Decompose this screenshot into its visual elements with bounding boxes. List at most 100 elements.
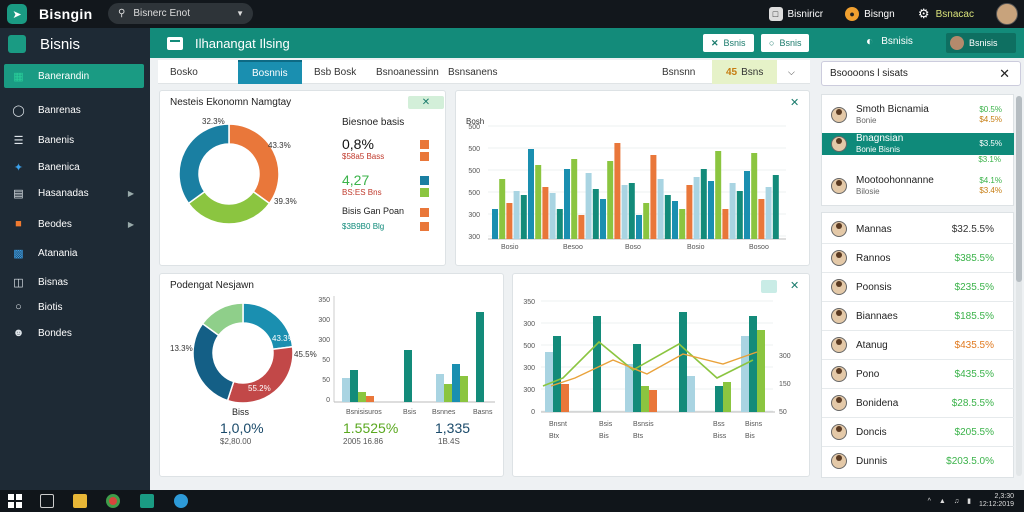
chevron-right-icon[interactable]: ▶ — [127, 188, 134, 198]
scrollbar[interactable] — [1016, 96, 1022, 476]
battery-icon[interactable]: ▮ — [967, 498, 971, 505]
list-item[interactable]: Pono $435.5% — [822, 360, 1014, 388]
chart-bar[interactable] — [650, 155, 657, 239]
series-line[interactable] — [550, 351, 758, 387]
save-button[interactable]: ✕ Bsnis — [703, 34, 754, 52]
sidebar-item-people[interactable]: ☻ Bondes — [4, 321, 144, 345]
sidebar-item-dashboard[interactable]: ▦ Banerandin — [4, 64, 144, 88]
chart-bar[interactable] — [492, 209, 498, 239]
close-icon[interactable]: ✕ — [790, 280, 800, 292]
list-item[interactable]: Rannos $385.5% — [822, 244, 1014, 272]
chevron-down-icon[interactable]: ▼ — [236, 9, 244, 18]
chart-bar[interactable] — [528, 149, 534, 239]
tab-third[interactable]: Bsb Bosk — [314, 66, 357, 78]
chart-bar[interactable] — [625, 364, 633, 412]
sidebar-item-documents[interactable]: ▤ Hasanadas ▶ — [4, 181, 144, 205]
chart-bar[interactable] — [679, 312, 687, 412]
chart-bar[interactable] — [657, 179, 664, 239]
topbar-item-user[interactable]: ● Bisngn — [845, 7, 895, 21]
chart-bar[interactable] — [672, 201, 678, 239]
chart-bar[interactable] — [545, 352, 553, 412]
task-view-icon[interactable] — [40, 494, 54, 508]
chart-bar[interactable] — [513, 191, 520, 239]
pie-slice[interactable] — [187, 190, 271, 225]
chart-bar[interactable] — [476, 312, 484, 402]
chart-bar[interactable] — [723, 382, 731, 412]
folder-icon[interactable] — [73, 494, 87, 508]
sidebar-item-box[interactable]: ■ Beodes ▶ — [4, 212, 144, 236]
chart-bar[interactable] — [549, 193, 556, 239]
view-button[interactable]: ○ Bsnis — [761, 34, 810, 52]
list-item[interactable]: Smoth Bicnamia Bonie $0.5% $4.5% — [822, 99, 1014, 131]
chevron-down-icon[interactable]: ⌵ — [788, 66, 795, 77]
chart-bar[interactable] — [722, 209, 729, 239]
series-line[interactable] — [542, 340, 754, 387]
chart-bar[interactable] — [593, 316, 601, 412]
tab-fifth[interactable]: Bsnsanens — [448, 66, 498, 78]
chart-bar[interactable] — [436, 374, 444, 402]
avatar[interactable] — [996, 3, 1018, 25]
chart-bar[interactable] — [715, 386, 723, 412]
topbar-item-settings[interactable]: ⚙ Bsnacac — [917, 6, 974, 21]
list-item[interactable]: Atanug $435.5% — [822, 331, 1014, 359]
chart-bar[interactable] — [758, 199, 765, 239]
chart-bar[interactable] — [757, 330, 765, 412]
search-input[interactable]: ⚲ Bisnerc Enot ▼ — [108, 3, 253, 24]
list-item[interactable]: Dunnis $203.5.0% — [822, 447, 1014, 475]
chart-bar[interactable] — [607, 161, 614, 239]
user-menu[interactable]: Bsnisis — [946, 33, 1016, 53]
pie-slice[interactable] — [201, 302, 244, 337]
chart-bar[interactable] — [592, 189, 599, 239]
chart-bar[interactable] — [404, 350, 412, 402]
chart-bar[interactable] — [729, 183, 736, 239]
chart-bar[interactable] — [744, 171, 750, 239]
sidebar-item-chat[interactable]: ○ Biotis — [4, 295, 144, 319]
chart-bar[interactable] — [614, 143, 621, 239]
chart-bar[interactable] — [553, 336, 561, 412]
chart-bar[interactable] — [643, 203, 650, 239]
app-icon[interactable] — [174, 494, 188, 508]
list-item[interactable]: Poonsis $235.5% — [822, 273, 1014, 301]
chart-bar[interactable] — [564, 169, 570, 239]
sidebar-item-grid[interactable]: ▩ Atanania — [4, 241, 144, 265]
chart-bar[interactable] — [664, 195, 671, 239]
sidebar-item-layout[interactable]: ◫ Bisnas — [4, 270, 144, 294]
chart-bar[interactable] — [561, 384, 569, 412]
tab-fourth[interactable]: Bsnoanessinn — [376, 66, 439, 78]
clock[interactable]: 2,3:30 12:12:2019 — [979, 493, 1014, 509]
chart-bar[interactable] — [542, 187, 549, 239]
sidebar-item-list[interactable]: ☰ Banenis — [4, 128, 144, 152]
browser-icon[interactable] — [106, 494, 120, 508]
chart-bar[interactable] — [749, 316, 757, 412]
list-item[interactable]: Biannaes $185.5% — [822, 302, 1014, 330]
volume-icon[interactable]: ♫ — [953, 497, 960, 505]
chart-bar[interactable] — [366, 396, 374, 402]
chevron-right-icon[interactable]: ▶ — [127, 219, 134, 229]
network-icon[interactable]: ▲ — [938, 497, 946, 505]
chart-bar[interactable] — [649, 390, 657, 412]
chart-bar[interactable] — [741, 336, 749, 412]
chart-bar[interactable] — [571, 159, 578, 239]
chart-bar[interactable] — [686, 185, 693, 239]
chart-bar[interactable] — [751, 153, 758, 239]
chart-bar[interactable] — [700, 169, 707, 239]
close-icon[interactable]: ✕ — [999, 65, 1010, 81]
people-search-input[interactable]: Bsoooons l sisats ✕ — [821, 61, 1021, 86]
list-item[interactable]: Bonidena $28.5.5% — [822, 389, 1014, 417]
chart-bar[interactable] — [600, 199, 606, 239]
tab-sixth[interactable]: Bsnsnn — [662, 66, 696, 78]
list-item[interactable]: Mannas $32.5.5% — [822, 215, 1014, 243]
list-item[interactable]: Doncis $205.5% — [822, 418, 1014, 446]
chart-bar[interactable] — [736, 191, 743, 239]
sidebar-item-recent[interactable]: ◯ Banrenas — [4, 98, 144, 122]
tab-active[interactable]: Bosnnis — [238, 60, 302, 84]
tab-overview[interactable]: Bosko — [170, 66, 198, 78]
sidebar-item-social[interactable]: ✦ Banenica — [4, 155, 144, 179]
chart-bar[interactable] — [578, 215, 585, 239]
app-icon[interactable] — [140, 494, 154, 508]
chart-bar[interactable] — [444, 384, 452, 402]
chart-bar[interactable] — [535, 165, 542, 239]
stats-link[interactable]: ◐ Bsnisis — [866, 34, 913, 48]
chart-bar[interactable] — [687, 376, 695, 412]
chart-bar[interactable] — [633, 344, 641, 412]
